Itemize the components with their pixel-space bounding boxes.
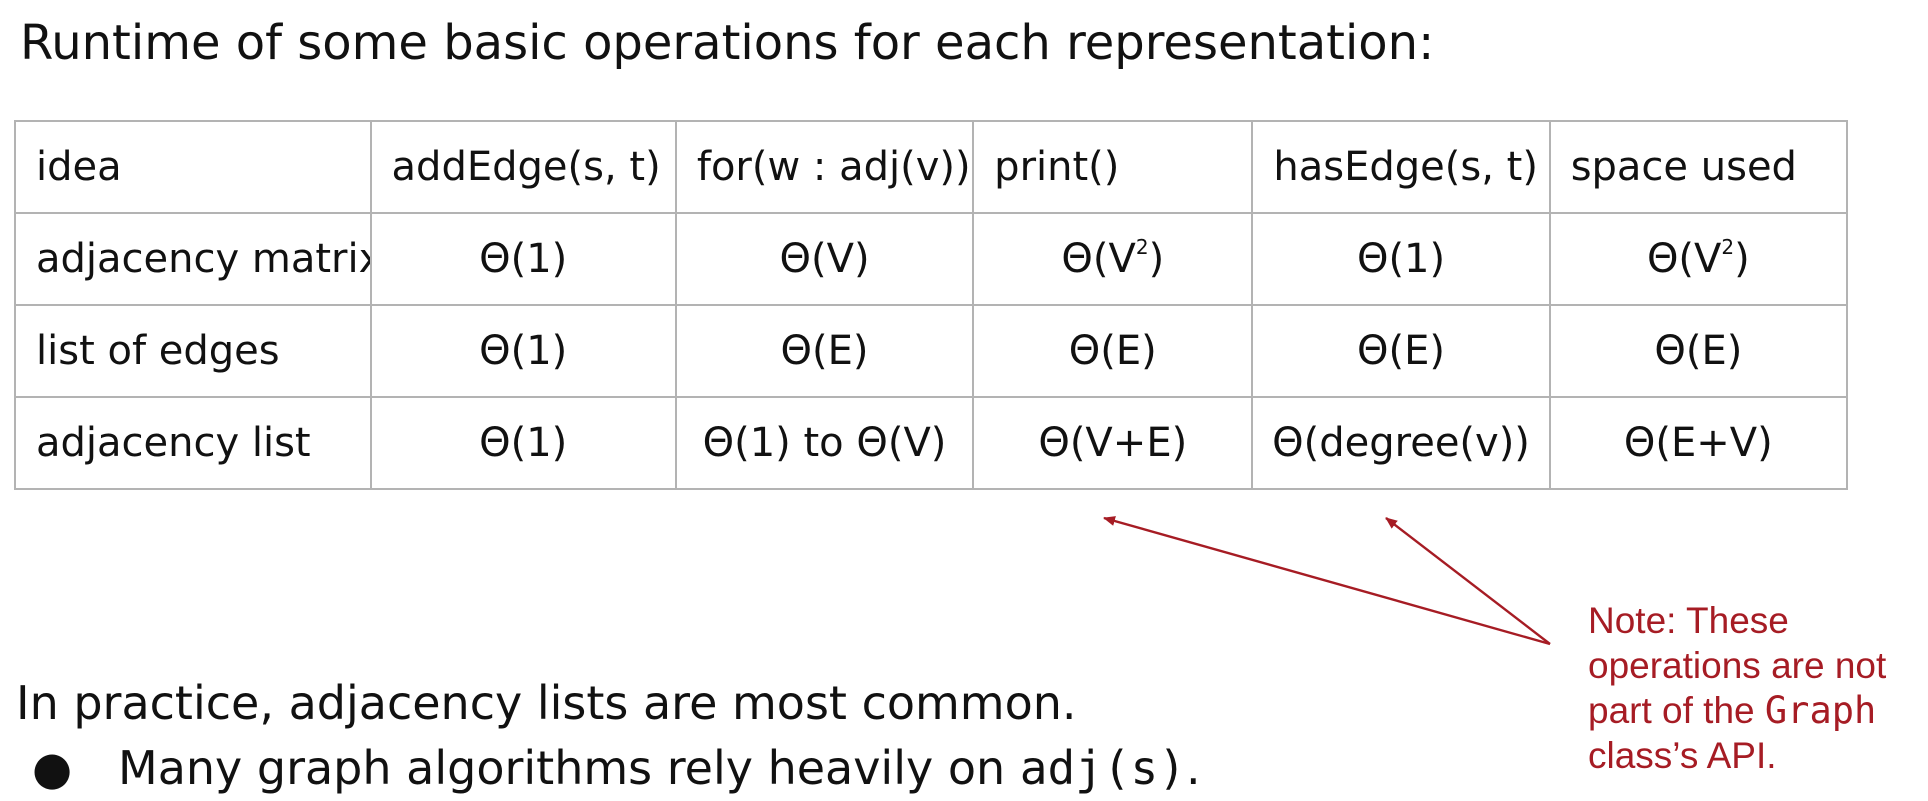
table-cell: Θ(V2) bbox=[1548, 212, 1849, 306]
runtime-table: idea addEdge(s, t) for(w : adj(v)) print… bbox=[14, 120, 1849, 490]
table-cell: Θ(1) to Θ(V) bbox=[674, 396, 975, 490]
table-cell: Θ(E) bbox=[1251, 304, 1551, 398]
bullet-item: ● Many graph algorithms rely heavily on a… bbox=[32, 735, 1201, 801]
table-cell: Θ(E+V) bbox=[1548, 396, 1849, 490]
note-text-end: class’s API. bbox=[1588, 735, 1777, 776]
note-code-graph: Graph bbox=[1764, 689, 1877, 732]
row-label-list-of-edges: list of edges bbox=[14, 304, 372, 398]
note-text: Note: These operations are not part of t… bbox=[1588, 600, 1887, 731]
bullet-code-adj: adj(s) bbox=[1019, 741, 1186, 795]
table-row: adjacency matrix Θ(1) Θ(V) Θ(V2) Θ(1) Θ(… bbox=[14, 212, 1849, 306]
bullet-text-end: . bbox=[1185, 741, 1201, 795]
row-label-adjacency-matrix: adjacency matrix bbox=[14, 212, 372, 306]
table-cell: Θ(V2) bbox=[972, 212, 1254, 306]
table-cell: Θ(1) bbox=[369, 212, 677, 306]
header-cell-print: print() bbox=[972, 120, 1254, 214]
arrow-to-print-icon bbox=[1103, 516, 1551, 646]
bullet-dot-icon: ● bbox=[32, 741, 73, 795]
table-cell: Θ(1) bbox=[369, 396, 677, 490]
exponent: 2 bbox=[1721, 235, 1735, 259]
table-cell: Θ(V) bbox=[674, 212, 975, 306]
cell-text: Θ(V bbox=[1646, 236, 1722, 282]
cell-text: ) bbox=[1734, 236, 1750, 282]
slide-title: Runtime of some basic operations for eac… bbox=[20, 15, 1435, 71]
table-header-row: idea addEdge(s, t) for(w : adj(v)) print… bbox=[14, 120, 1849, 214]
table-row: adjacency list Θ(1) Θ(1) to Θ(V) Θ(V+E) … bbox=[14, 396, 1849, 490]
bullet-text: Many graph algorithms rely heavily on bbox=[118, 741, 1020, 795]
header-cell-hasedge: hasEdge(s, t) bbox=[1251, 120, 1551, 214]
cell-text: Θ(V bbox=[1061, 236, 1136, 282]
table-cell: Θ(1) bbox=[369, 304, 677, 398]
table-row: list of edges Θ(1) Θ(E) Θ(E) Θ(E) Θ(E) bbox=[14, 304, 1849, 398]
practice-statement: In practice, adjacency lists are most co… bbox=[16, 676, 1077, 730]
arrow-to-hasedge-icon bbox=[1385, 517, 1551, 645]
annotation-arrows bbox=[1103, 516, 1551, 646]
table-cell: Θ(E) bbox=[972, 304, 1254, 398]
row-label-adjacency-list: adjacency list bbox=[14, 396, 372, 490]
header-cell-addedge: addEdge(s, t) bbox=[369, 120, 677, 214]
header-cell-adj-iteration: for(w : adj(v)) bbox=[674, 120, 975, 214]
header-cell-idea: idea bbox=[14, 120, 372, 214]
header-cell-space-used: space used bbox=[1548, 120, 1849, 214]
table-cell: Θ(degree(v)) bbox=[1251, 396, 1551, 490]
table-cell: Θ(V+E) bbox=[972, 396, 1254, 490]
table-cell: Θ(E) bbox=[1548, 304, 1849, 398]
table-cell: Θ(1) bbox=[1251, 212, 1551, 306]
api-note: Note: These operations are not part of t… bbox=[1588, 598, 1918, 778]
cell-text: ) bbox=[1148, 236, 1165, 282]
exponent: 2 bbox=[1135, 235, 1149, 259]
table-cell: Θ(E) bbox=[674, 304, 975, 398]
